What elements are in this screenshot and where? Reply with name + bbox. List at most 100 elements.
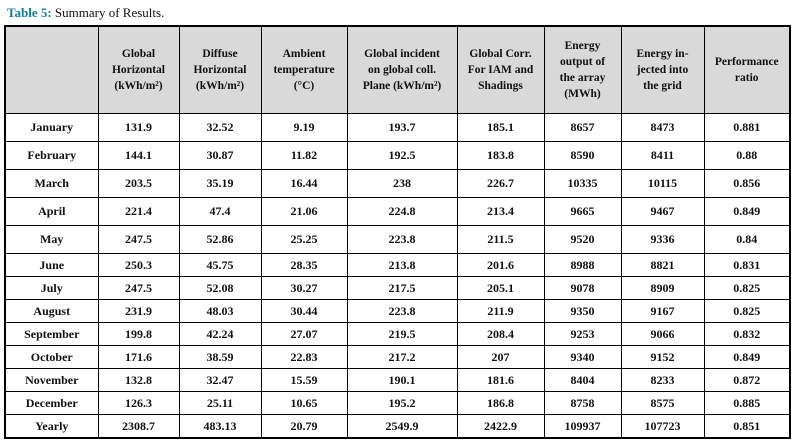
table-row: April 221.4 47.4 21.06 224.8 213.4 9665 9467 0.8… <box>4 197 791 227</box>
table-cell: 9336 <box>620 225 705 255</box>
table-cell: 32.52 <box>178 113 262 143</box>
table-cell: 183.8 <box>456 141 545 171</box>
table-cell: 0.84 <box>703 225 791 255</box>
table-cell: 223.8 <box>346 299 458 324</box>
table-cell: 9253 <box>543 322 622 347</box>
table-cell: 0.825 <box>703 299 791 324</box>
column-header-energy-output: Energy output of the array (MWh) <box>543 25 622 115</box>
table-cell: 0.881 <box>703 113 791 143</box>
table-cell: 247.5 <box>97 276 180 301</box>
table-cell: 224.8 <box>346 197 458 227</box>
table-cell: 221.4 <box>97 197 180 227</box>
table-cell: 10115 <box>620 169 705 199</box>
table-cell: 250.3 <box>97 253 180 278</box>
table-cell: 38.59 <box>178 345 262 370</box>
table-cell: 144.1 <box>97 141 180 171</box>
table-cell: 9167 <box>620 299 705 324</box>
table-row: December 126.3 25.11 10.65 195.2 186.8 8758 857… <box>4 391 791 416</box>
row-month-label: December <box>4 391 99 416</box>
table-cell: 217.5 <box>346 276 458 301</box>
table-cell: 207 <box>456 345 545 370</box>
table-cell: 109937 <box>543 414 622 439</box>
table-cell: 132.8 <box>97 368 180 393</box>
table-cell: 28.35 <box>260 253 348 278</box>
table-cell: 107723 <box>620 414 705 439</box>
column-header-performance-ratio: Performance ratio <box>703 25 791 115</box>
table-cell: 9340 <box>543 345 622 370</box>
row-month-label: August <box>4 299 99 324</box>
table-cell: 211.9 <box>456 299 545 324</box>
table-cell: 22.83 <box>260 345 348 370</box>
table-cell: 483.13 <box>178 414 262 439</box>
table-cell: 0.832 <box>703 322 791 347</box>
table-cell: 192.5 <box>346 141 458 171</box>
table-cell: 217.2 <box>346 345 458 370</box>
table-cell: 0.825 <box>703 276 791 301</box>
table-cell: 9.19 <box>260 113 348 143</box>
table-row: February 144.1 30.87 11.82 192.5 183.8 8590 841… <box>4 141 791 171</box>
table-row: November 132.8 32.47 15.59 190.1 181.6 8404 823… <box>4 368 791 393</box>
table-cell: 186.8 <box>456 391 545 416</box>
table-cell: 0.849 <box>703 345 791 370</box>
table-cell: 47.4 <box>178 197 262 227</box>
header-row: Global Horizontal (kWh/m²) Diffuse Horiz… <box>4 25 791 115</box>
table-cell: 8233 <box>620 368 705 393</box>
row-month-label: June <box>4 253 99 278</box>
table-cell: 0.872 <box>703 368 791 393</box>
table-cell: 9152 <box>620 345 705 370</box>
table-cell: 2308.7 <box>97 414 180 439</box>
table-cell: 10.65 <box>260 391 348 416</box>
row-month-label: October <box>4 345 99 370</box>
table-cell: 195.2 <box>346 391 458 416</box>
row-month-label: January <box>4 113 99 143</box>
table-cell: 8411 <box>620 141 705 171</box>
table-cell: 226.7 <box>456 169 545 199</box>
table-row: September 199.8 42.24 27.07 219.5 208.4 9253 90… <box>4 322 791 347</box>
table-cell: 223.8 <box>346 225 458 255</box>
table-row: May 247.5 52.86 25.25 223.8 211.5 9520 9336 0.84 <box>4 225 791 255</box>
table-cell: 208.4 <box>456 322 545 347</box>
table-cell: 20.79 <box>260 414 348 439</box>
table-cell: 52.08 <box>178 276 262 301</box>
table-cell: 213.4 <box>456 197 545 227</box>
column-header-global-horizontal: Global Horizontal (kWh/m²) <box>97 25 180 115</box>
table-row: June 250.3 45.75 28.35 213.8 201.6 8988 8821 0.8… <box>4 253 791 278</box>
table-body: January 131.9 32.52 9.19 193.7 185.1 8657 8473 0… <box>4 113 791 439</box>
row-month-label: May <box>4 225 99 255</box>
table-cell: 9467 <box>620 197 705 227</box>
table-cell: 247.5 <box>97 225 180 255</box>
table-cell: 8988 <box>543 253 622 278</box>
table-row: Yearly 2308.7 483.13 20.79 2549.9 2422.9 10993… <box>4 414 791 439</box>
table-cell: 2422.9 <box>456 414 545 439</box>
table-cell: 0.885 <box>703 391 791 416</box>
table-cell: 201.6 <box>456 253 545 278</box>
table-cell: 205.1 <box>456 276 545 301</box>
column-header-global-corr: Global Corr. For IAM and Shadings <box>456 25 545 115</box>
row-month-label: November <box>4 368 99 393</box>
table-cell: 27.07 <box>260 322 348 347</box>
table-caption-label: Table 5: <box>7 5 52 20</box>
column-header-diffuse-horizontal: Diffuse Horizontal (kWh/m²) <box>178 25 262 115</box>
table-cell: 15.59 <box>260 368 348 393</box>
table-cell: 8590 <box>543 141 622 171</box>
table-cell: 9066 <box>620 322 705 347</box>
table-cell: 9078 <box>543 276 622 301</box>
table-row: January 131.9 32.52 9.19 193.7 185.1 8657 8473 0… <box>4 113 791 143</box>
table-cell: 171.6 <box>97 345 180 370</box>
table-cell: 8575 <box>620 391 705 416</box>
table-cell: 8821 <box>620 253 705 278</box>
column-header-energy-injected: Energy in- jected into the grid <box>620 25 705 115</box>
table-cell: 181.6 <box>456 368 545 393</box>
column-header-corner <box>4 25 99 115</box>
table-cell: 126.3 <box>97 391 180 416</box>
table-cell: 203.5 <box>97 169 180 199</box>
table-header: Global Horizontal (kWh/m²) Diffuse Horiz… <box>4 25 791 115</box>
table-cell: 11.82 <box>260 141 348 171</box>
table-cell: 8404 <box>543 368 622 393</box>
table-cell: 190.1 <box>346 368 458 393</box>
table-cell: 48.03 <box>178 299 262 324</box>
row-month-label: July <box>4 276 99 301</box>
table-cell: 25.11 <box>178 391 262 416</box>
table-cell: 219.5 <box>346 322 458 347</box>
table-cell: 0.851 <box>703 414 791 439</box>
